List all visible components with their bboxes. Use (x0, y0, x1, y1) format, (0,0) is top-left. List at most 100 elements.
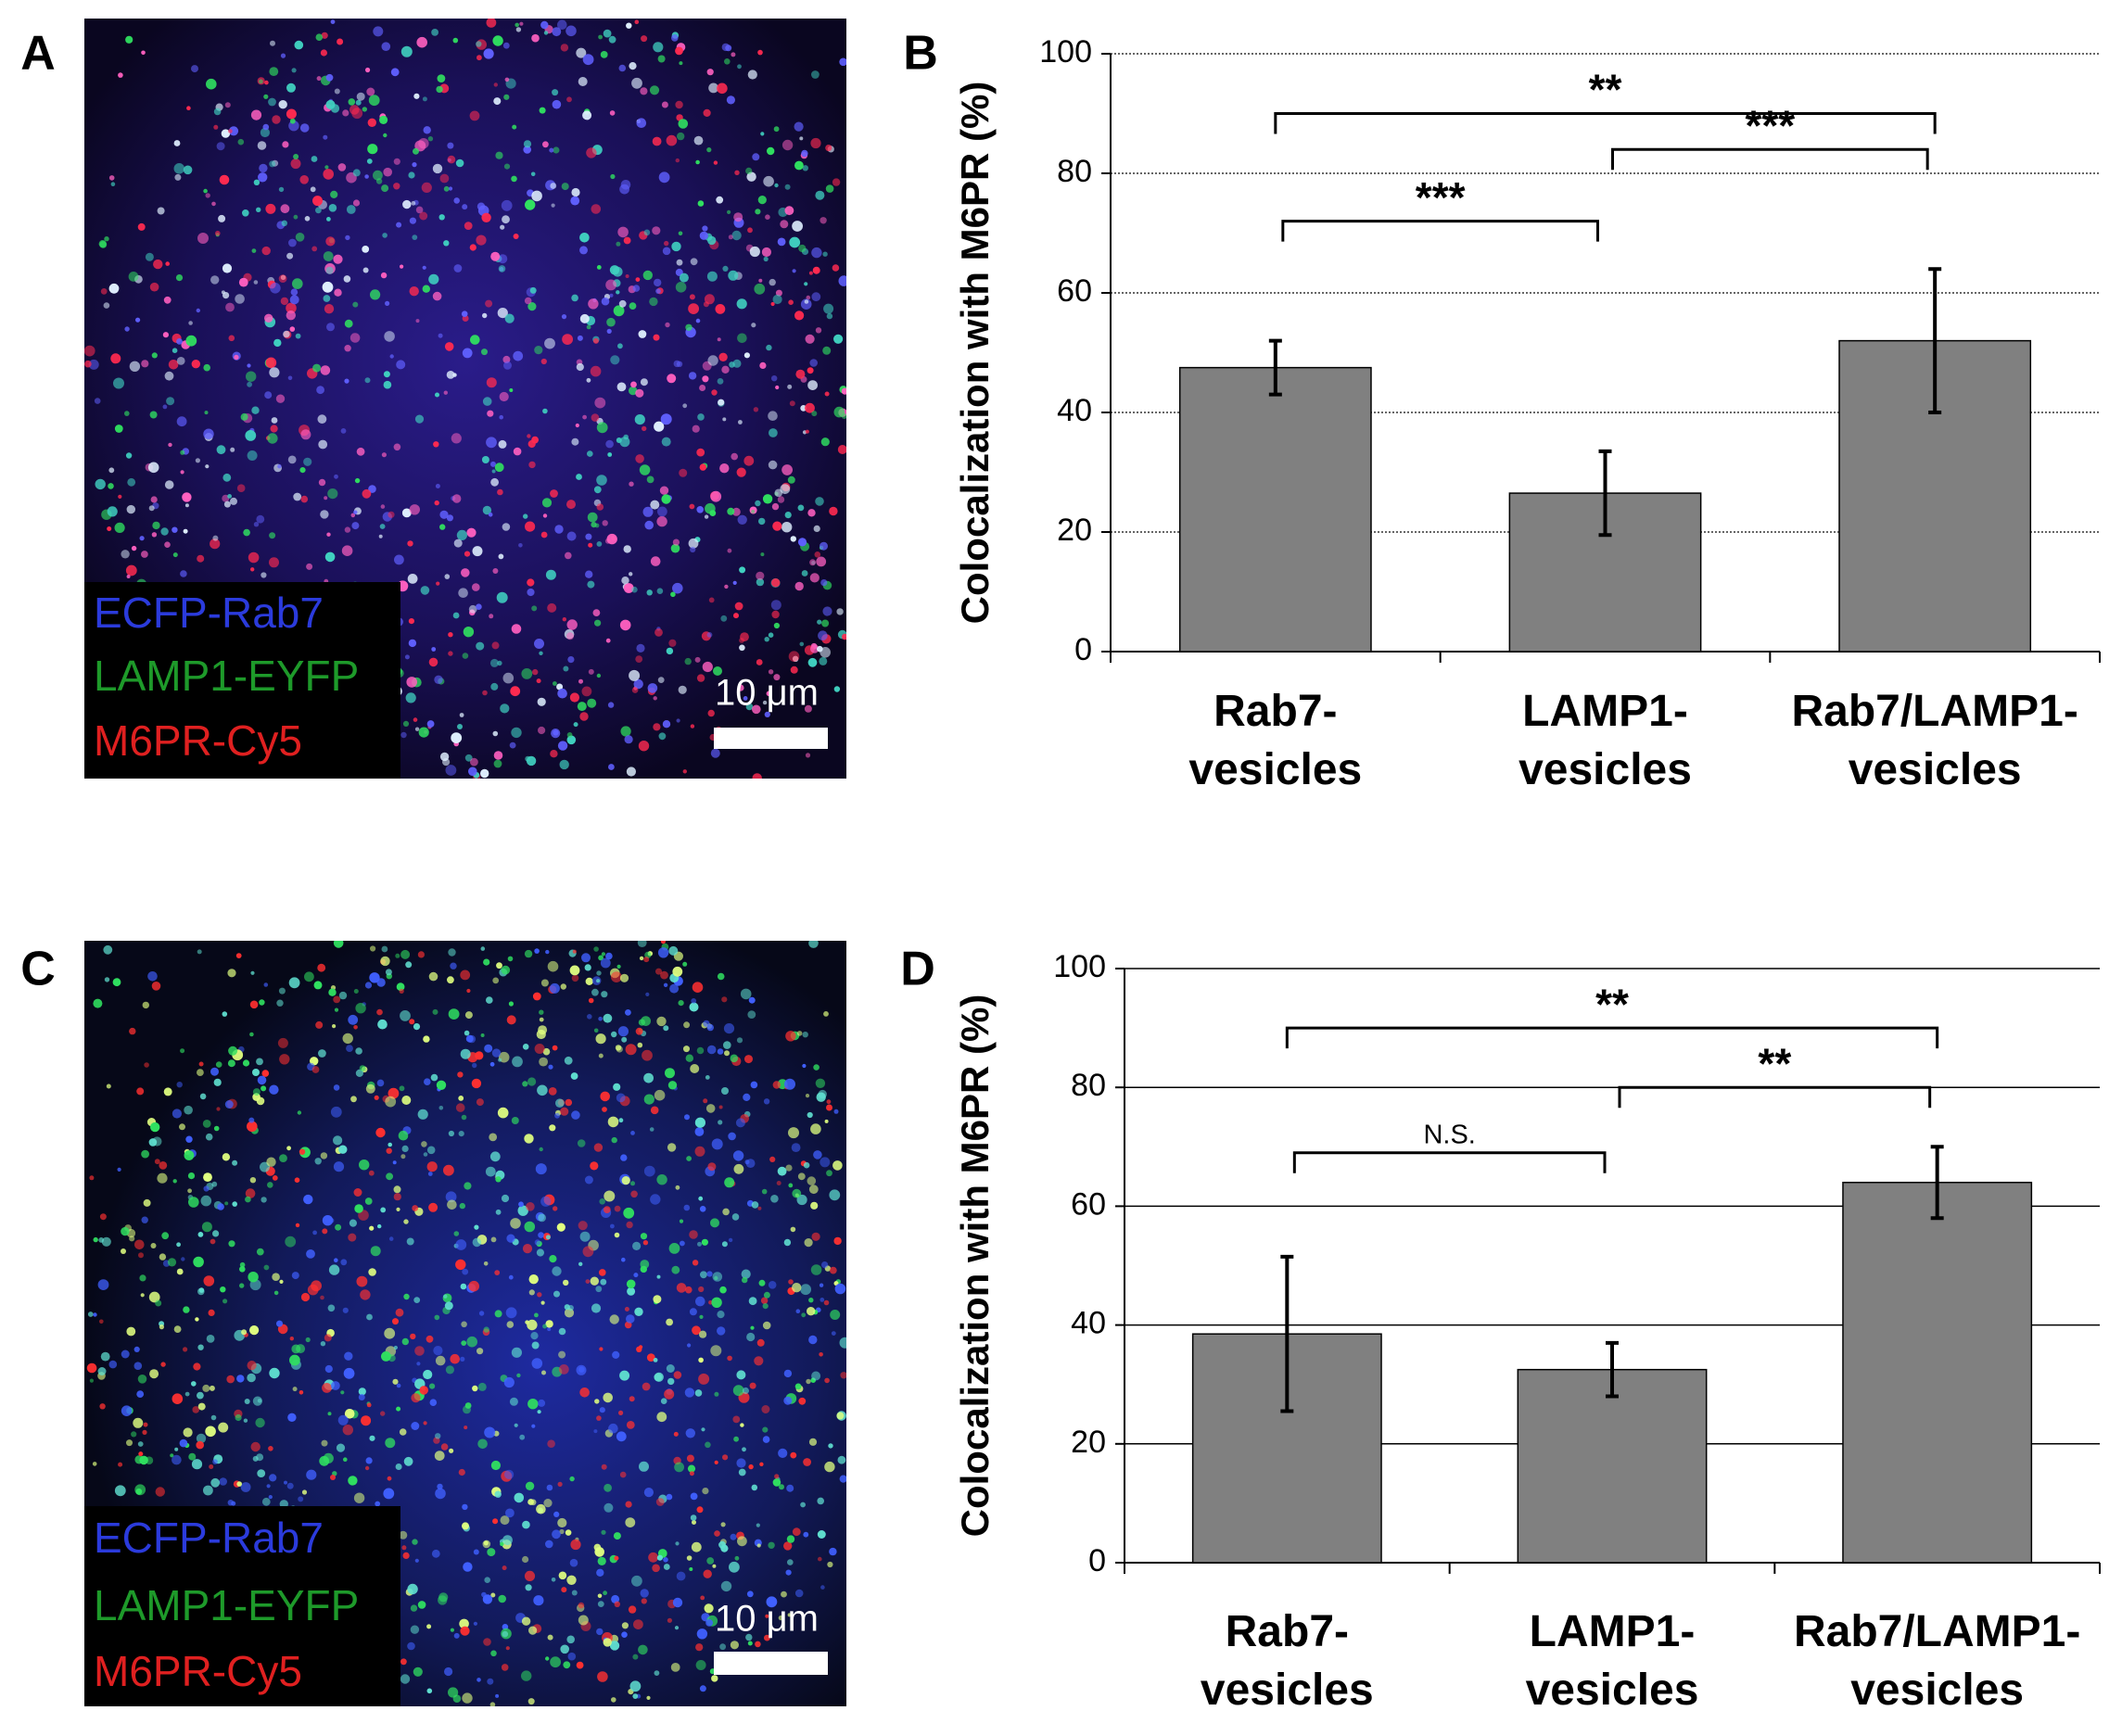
speckle (715, 304, 726, 314)
y-tick-label: 80 (1057, 154, 1092, 189)
speckle (170, 1453, 174, 1458)
micrograph-signal (84, 19, 846, 779)
speckle (400, 949, 411, 959)
speckle (222, 1299, 228, 1304)
speckle (824, 1119, 829, 1123)
speckle (326, 217, 331, 222)
x-tick-label: Rab7/LAMP1-vesicles (1794, 1607, 2080, 1715)
speckle (330, 1475, 336, 1480)
speckle (536, 1503, 546, 1514)
speckle (708, 82, 718, 94)
speckle (596, 979, 601, 983)
y-tick-label: 60 (1057, 273, 1092, 309)
x-tick-label: LAMP1-vesicles (1518, 687, 1692, 794)
speckle (765, 1614, 769, 1618)
speckle (491, 1048, 502, 1058)
speckle (419, 211, 428, 221)
speckle (538, 1232, 544, 1238)
speckle (570, 1072, 578, 1080)
speckle (267, 433, 278, 444)
speckle (525, 1481, 535, 1491)
speckle (763, 175, 774, 187)
speckle (576, 474, 582, 480)
speckle (552, 27, 562, 37)
speckle (650, 1106, 659, 1115)
speckle (818, 1089, 827, 1099)
speckle (742, 1447, 746, 1452)
speckle (163, 1087, 172, 1096)
speckle (720, 615, 728, 622)
speckle (239, 1261, 246, 1268)
speckle (270, 283, 281, 294)
speckle (323, 169, 335, 180)
speckle (303, 457, 312, 466)
speckle (685, 1054, 693, 1062)
channel-label: LAMP1-EYFP (94, 652, 359, 700)
speckle (748, 1464, 754, 1470)
speckle (221, 129, 231, 138)
speckle (531, 1358, 543, 1369)
speckle (213, 108, 222, 116)
speckle (734, 602, 743, 611)
panel-label: D (900, 943, 935, 996)
speckle (534, 346, 543, 355)
speckle (689, 294, 695, 300)
speckle (614, 1205, 621, 1212)
speckle (526, 755, 537, 767)
y-tick-label: 40 (1057, 393, 1092, 428)
speckle (444, 1301, 453, 1311)
speckle (692, 1260, 699, 1266)
speckle (197, 1069, 204, 1076)
speckle (621, 1622, 629, 1629)
speckle (730, 1054, 739, 1063)
speckle (147, 462, 159, 474)
speckle (606, 328, 612, 334)
speckle (687, 1464, 696, 1473)
speckle (431, 1549, 440, 1558)
speckle (579, 1388, 590, 1398)
speckle (691, 998, 697, 1004)
speckle (656, 1174, 667, 1185)
speckle (206, 78, 217, 90)
speckle (499, 391, 509, 402)
speckle (536, 1248, 545, 1257)
speckle (842, 633, 846, 640)
speckle (768, 632, 774, 638)
speckle (642, 506, 654, 517)
speckle (183, 165, 193, 175)
bar (1517, 1368, 1708, 1564)
speckle (781, 1590, 787, 1598)
speckle (719, 463, 730, 474)
speckle (395, 953, 400, 958)
speckle (437, 1483, 443, 1490)
speckle (594, 397, 606, 409)
speckle (650, 1194, 661, 1205)
speckle (247, 1373, 256, 1383)
speckle (138, 1451, 144, 1457)
speckle (545, 1235, 551, 1240)
speckle (618, 1410, 624, 1415)
speckle (413, 1023, 421, 1031)
speckle (413, 717, 418, 722)
speckle (365, 1083, 375, 1094)
speckle (147, 971, 158, 982)
speckle (245, 1188, 256, 1198)
speckle (686, 1555, 693, 1561)
speckle (772, 294, 782, 305)
speckle (773, 622, 781, 629)
speckle (591, 988, 599, 996)
significance-bracket (1611, 147, 1929, 171)
speckle (249, 1177, 257, 1184)
channel-label: M6PR-Cy5 (94, 716, 302, 765)
significance-bracket (1618, 1085, 1932, 1109)
speckle (543, 1499, 553, 1508)
speckle (654, 1373, 662, 1382)
speckle (323, 134, 328, 140)
speckle (463, 627, 475, 638)
speckle (260, 127, 270, 138)
speckle (87, 1312, 94, 1317)
speckle (736, 1458, 746, 1468)
speckle (696, 674, 705, 682)
speckle (676, 259, 683, 266)
speckle (380, 272, 388, 279)
